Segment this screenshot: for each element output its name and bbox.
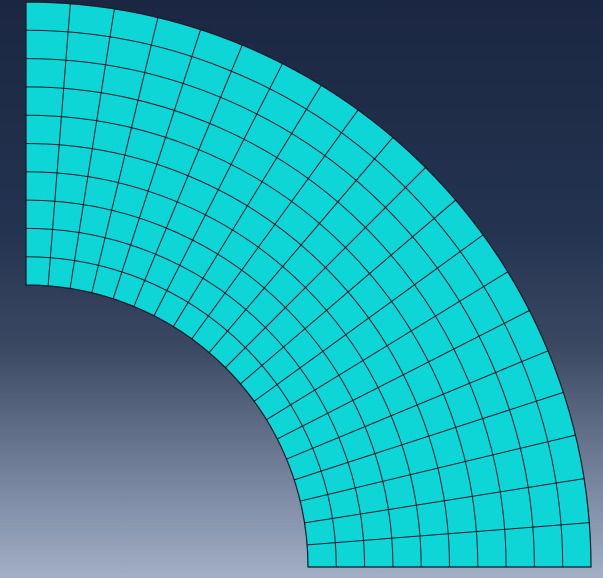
mesh-outline [25, 1, 592, 568]
mesh-ring-line [25, 86, 507, 568]
mesh-ring-line [25, 143, 450, 568]
mesh-element-edges [25, 3, 590, 568]
mesh-ring-line [25, 171, 422, 568]
mesh-ring-line [25, 227, 366, 568]
mesh-ring-line [25, 58, 535, 568]
mesh-ring-line [25, 256, 337, 568]
mesh-ring-line [25, 114, 479, 568]
mesh-ring-line [25, 199, 394, 568]
mesh-ring-line [25, 29, 564, 568]
